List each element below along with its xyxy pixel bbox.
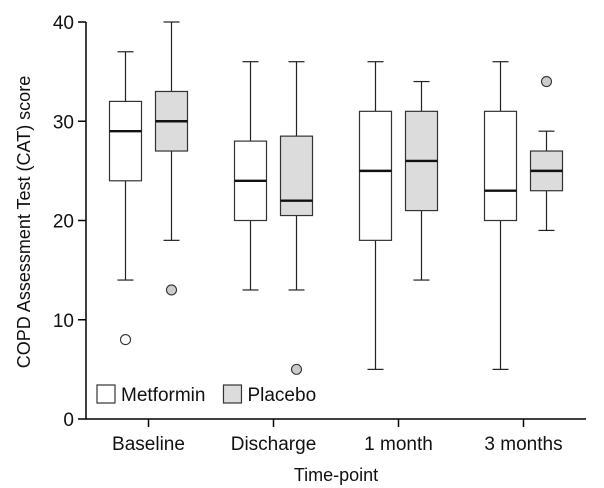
- y-tick-label: 40: [53, 13, 74, 34]
- outlier-point: [119, 334, 132, 346]
- box-metformin-discharge: [233, 61, 268, 291]
- y-tick-label: 20: [53, 212, 74, 233]
- legend: Metformin Placebo: [96, 384, 316, 406]
- legend-label: Placebo: [247, 385, 316, 406]
- y-axis-title: COPD Assessment Test (CAT) score: [14, 76, 34, 368]
- x-tick-label: Discharge: [231, 434, 317, 455]
- box-placebo-baseline: [154, 21, 189, 296]
- box-metformin-1-month: [358, 61, 393, 370]
- iqr-box: [279, 135, 314, 217]
- box-metformin-3-months: [483, 61, 518, 370]
- box-placebo-discharge: [279, 61, 314, 375]
- iqr-box: [483, 110, 518, 222]
- outlier-point: [165, 284, 178, 296]
- legend-swatch: [96, 384, 116, 404]
- y-tick-label: 0: [63, 410, 74, 431]
- box-placebo-1-month: [404, 80, 439, 281]
- iqr-box: [358, 110, 393, 241]
- legend-swatch: [222, 384, 243, 404]
- x-tick-label: 3 months: [484, 434, 562, 455]
- x-tick-label: Baseline: [112, 434, 185, 455]
- iqr-box: [108, 100, 143, 182]
- x-tick-label: 1 month: [364, 434, 433, 455]
- box-metformin-baseline: [108, 51, 143, 346]
- x-axis-title: Time-point: [294, 465, 378, 485]
- outlier-point: [540, 76, 553, 88]
- y-tick-label: 30: [53, 112, 74, 133]
- y-tick-label: 10: [53, 311, 74, 332]
- outlier-point: [290, 363, 303, 375]
- legend-label: Metformin: [121, 385, 205, 406]
- box-placebo-3-months: [529, 76, 564, 232]
